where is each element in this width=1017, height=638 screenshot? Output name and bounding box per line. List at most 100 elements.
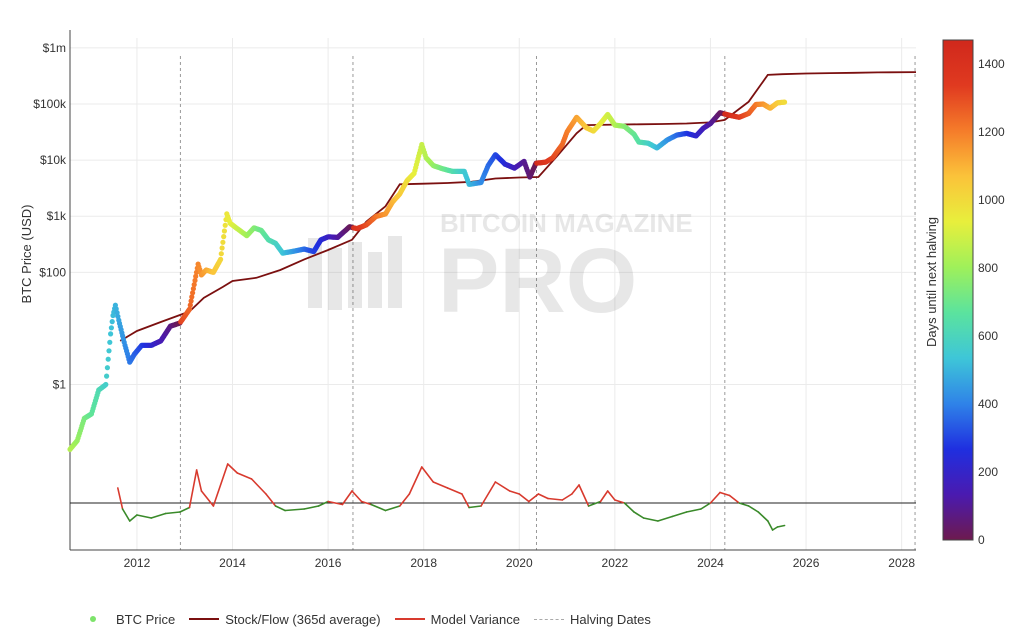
variance-segment (420, 466, 435, 483)
variance-segment (164, 511, 181, 515)
variance-segment (480, 481, 497, 507)
price-point (221, 234, 227, 240)
variance-segment (274, 505, 286, 512)
watermark: BITCOIN MAGAZINE PRO (308, 208, 693, 332)
legend-item-halving-dates[interactable]: Halving Dates (533, 611, 651, 627)
variance-segment (121, 508, 131, 522)
colorbar: 0 200 400 600 800 1000 1200 1400 (942, 39, 1005, 547)
variance-segment (303, 505, 320, 510)
price-point (192, 277, 198, 284)
y-tick-label: $100k (33, 97, 67, 111)
x-tick-label: 2016 (315, 556, 342, 570)
variance-segment (537, 493, 549, 500)
price-point (109, 319, 115, 325)
colorbar-tick-label: 200 (978, 465, 998, 479)
watermark-logo-bar (328, 248, 342, 310)
x-tick-label: 2022 (602, 556, 629, 570)
variance-segment (116, 487, 124, 510)
price-point (191, 282, 197, 288)
stock-flow-series (119, 71, 917, 342)
y-tick-label: $1m (43, 41, 66, 55)
legend-swatch-dashed (533, 612, 564, 626)
watermark-logo-bar (308, 238, 322, 308)
colorbar-tick-label: 1200 (978, 125, 1005, 139)
legend-swatch-line (394, 612, 425, 626)
variance-segment (508, 490, 521, 495)
price-point (193, 273, 199, 279)
price-point (190, 290, 196, 296)
axes: $1 $100 $1k $10k $100k $1m 2012 2014 2016 2018 202… (33, 30, 916, 570)
price-point (188, 298, 194, 304)
price-point (104, 373, 110, 379)
watermark-logo-bar (348, 242, 362, 308)
price-point (190, 286, 196, 292)
variance-segment (757, 511, 769, 522)
variance-segment (195, 469, 203, 492)
legend-swatch-line (189, 612, 220, 626)
variance-segment (226, 463, 239, 474)
watermark-text-small: BITCOIN MAGAZINE (440, 208, 693, 238)
legend: BTC Price Stock/Flow (365d average) Mode… (80, 608, 665, 630)
variance-segment (317, 500, 329, 507)
variance-segment (136, 514, 153, 519)
price-point (106, 348, 112, 354)
x-tick-label: 2024 (697, 556, 724, 570)
colorbar-tick-label: 1000 (978, 193, 1005, 207)
watermark-logo-bar (368, 252, 382, 308)
x-tick-label: 2020 (506, 556, 533, 570)
x-tick-label: 2014 (219, 556, 246, 570)
price-point (186, 306, 193, 312)
y-tick-label: $1k (47, 209, 67, 223)
watermark-text-large: PRO (438, 230, 637, 332)
y-tick-label: $10k (40, 153, 67, 167)
colorbar-tick-label: 600 (978, 329, 998, 343)
variance-segment (606, 490, 616, 501)
variance-segment (776, 524, 786, 528)
price-point (105, 356, 111, 362)
variance-segment (494, 481, 511, 492)
halving-lines (179, 56, 916, 550)
legend-label: Halving Dates (569, 611, 651, 627)
variance-segment (747, 505, 760, 513)
price-point (218, 251, 224, 257)
price-point (222, 222, 228, 228)
colorbar-tick-label: 1400 (978, 57, 1005, 71)
variance-segment (341, 490, 353, 506)
variance-segment (700, 502, 712, 510)
variance-segment (188, 469, 198, 509)
variance-segment (633, 511, 645, 519)
variance-segment (657, 515, 674, 522)
variance-segment (578, 484, 590, 507)
price-point (108, 325, 114, 331)
variance-segment (327, 500, 344, 506)
legend-swatch-dot (80, 612, 110, 626)
variance-segment (236, 472, 253, 480)
x-tick-label: 2026 (793, 556, 820, 570)
price-point (104, 365, 110, 371)
variance-segment (461, 493, 470, 509)
variance-segment (587, 500, 602, 507)
y-axis-label: BTC Price (USD) (19, 205, 34, 304)
variance-segment (771, 526, 779, 531)
variance-segment (446, 487, 463, 495)
stock-flow-line (119, 71, 917, 342)
price-point (220, 239, 226, 245)
variance-segment (614, 499, 626, 504)
variance-segment (284, 508, 306, 512)
model-variance-series (70, 463, 916, 531)
watermark-logo-bar (388, 236, 402, 308)
variance-segment (671, 511, 688, 518)
legend-label: BTC Price (116, 611, 176, 627)
btc-price-series (67, 99, 788, 452)
colorbar-tick-label: 400 (978, 397, 998, 411)
variance-segment (642, 517, 659, 522)
variance-segment (250, 478, 267, 495)
variance-segment (398, 493, 411, 507)
variance-segment (528, 493, 540, 503)
legend-item-btc-price[interactable]: BTC Price (80, 612, 175, 627)
variance-segment (738, 502, 750, 507)
legend-item-stock-flow[interactable]: Stock/Flow (365d average) (189, 612, 381, 627)
variance-segment (767, 520, 774, 531)
legend-item-model-variance[interactable]: Model Variance (394, 612, 520, 627)
price-point (189, 294, 195, 300)
